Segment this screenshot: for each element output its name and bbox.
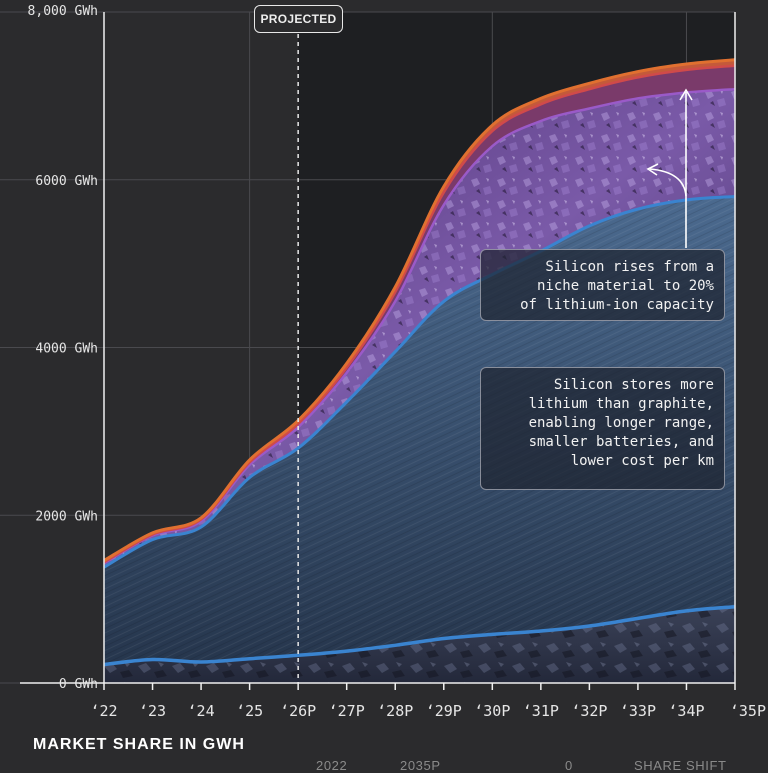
x-tick-label: ‘34P — [668, 702, 704, 720]
y-axis-tick-labels: 0 GWh 2000 GWh 4000 GWh 6000 GWh 8,000 GWh — [28, 4, 98, 692]
footer-col-2: 2035P — [400, 758, 441, 773]
x-tick-label: ‘35P — [730, 702, 766, 720]
x-tick-label: ‘26P — [280, 702, 316, 720]
x-tick-label: ‘33P — [620, 702, 656, 720]
pointer-arrow-2 — [649, 168, 687, 197]
x-tick-label: ‘32P — [571, 702, 607, 720]
x-tick-label: ‘24 — [188, 702, 215, 720]
x-tick-label: ‘30P — [474, 702, 510, 720]
y-tick-label: 4000 GWh — [35, 342, 98, 357]
footer-col-3: 0 — [565, 758, 573, 773]
x-tick-label: ‘22 — [90, 702, 117, 720]
axes — [20, 12, 736, 690]
series-line-silicon — [103, 87, 736, 565]
series-line-other — [103, 604, 736, 667]
x-tick-label: ‘31P — [523, 702, 559, 720]
footer-col-4: SHARE SHIFT — [634, 758, 727, 773]
y-tick-label: 0 GWh — [59, 677, 98, 692]
y-tick-label: 6000 GWh — [35, 174, 98, 189]
callout-silicon-benefit: Silicon stores more lithium than graphit… — [480, 367, 725, 490]
callout-pointers — [646, 88, 693, 248]
x-tick-label: ‘25 — [236, 702, 263, 720]
y-tick-label: 8,000 GWh — [28, 4, 98, 19]
callout-silicon-rise: Silicon rises from a niche material to 2… — [480, 249, 725, 321]
x-tick-label: ‘28P — [377, 702, 413, 720]
x-axis-tick-labels: ‘22 ‘23 ‘24 ‘25 ‘26P ‘27P ‘28P ‘29P ‘30P ‘31P ‘32P… — [90, 702, 766, 720]
series-line-graphite — [103, 195, 736, 569]
area-silicon-texture — [104, 89, 735, 568]
pointer-arrowhead-2 — [646, 163, 659, 176]
area-other-texture — [104, 606, 735, 683]
projected-badge: PROJECTED — [254, 5, 343, 33]
x-tick-label: ‘27P — [329, 702, 365, 720]
footer-col-1: 2022 — [316, 758, 348, 773]
y-tick-label: 2000 GWh — [35, 509, 98, 524]
x-tick-label: ‘23 — [139, 702, 166, 720]
series-line-total — [103, 58, 736, 562]
section-title: MARKET SHARE IN GWH — [33, 736, 245, 753]
x-tick-label: ‘29P — [426, 702, 462, 720]
pointer-arrowhead-1 — [679, 88, 693, 101]
series-lines — [103, 58, 736, 667]
